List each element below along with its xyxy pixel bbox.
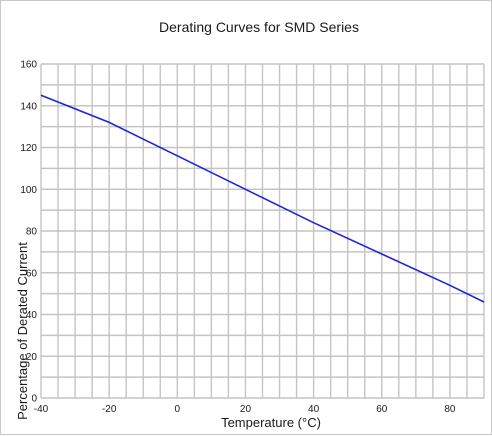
y-tick-labels: 0 20 40 60 80 100 120 140 160 (20, 60, 37, 405)
y-axis-label: Percentage of Derated Current (15, 242, 30, 420)
y-tick-label: 160 (20, 60, 37, 71)
series-line (40, 94, 485, 303)
y-tick-label: 80 (26, 227, 38, 238)
y-tick-label: 100 (20, 185, 37, 196)
x-tick-label: 0 (175, 404, 181, 415)
y-tick-label: 0 (31, 394, 37, 405)
chart-title: Derating Curves for SMD Series (159, 19, 359, 35)
x-tick-labels: -40 -20 0 20 40 60 80 (34, 404, 456, 415)
x-tick-label: 40 (308, 404, 320, 415)
y-tick-label: 40 (26, 310, 38, 321)
y-tick-label: 60 (26, 268, 38, 279)
x-tick-label: -40 (34, 404, 49, 415)
y-tick-label: 20 (26, 352, 38, 363)
series-group (40, 94, 485, 303)
x-tick-label: 80 (444, 404, 456, 415)
x-tick-label: 60 (376, 404, 388, 415)
x-tick-label: -20 (102, 404, 117, 415)
gridlines (40, 63, 485, 399)
y-tick-label: 140 (20, 101, 37, 112)
y-tick-label: 120 (20, 143, 37, 154)
x-tick-label: 20 (240, 404, 252, 415)
x-axis-label: Temperature (°C) (221, 415, 321, 430)
